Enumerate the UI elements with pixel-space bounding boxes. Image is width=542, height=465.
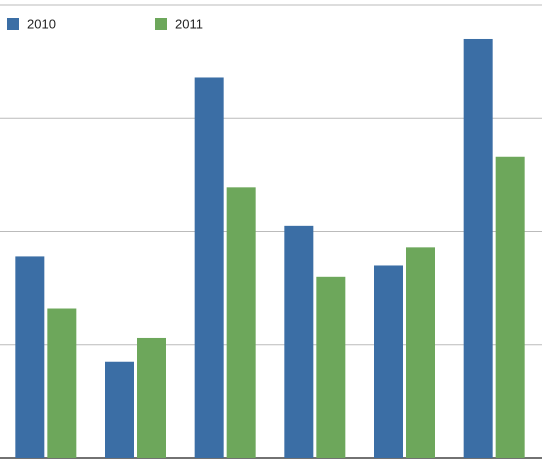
bar xyxy=(105,361,134,458)
legend-label: 2010 xyxy=(27,16,56,31)
legend-swatch xyxy=(7,18,19,30)
bar xyxy=(15,256,45,458)
bar xyxy=(284,225,314,458)
bar xyxy=(495,156,525,458)
bar xyxy=(137,337,166,458)
legend-swatch xyxy=(155,18,167,30)
bar xyxy=(406,247,435,458)
bar xyxy=(316,276,346,458)
bar xyxy=(463,38,493,458)
bar xyxy=(47,308,77,458)
bar xyxy=(374,265,403,458)
bar xyxy=(194,77,224,458)
legend-label: 2011 xyxy=(175,16,203,31)
bar xyxy=(226,187,256,458)
